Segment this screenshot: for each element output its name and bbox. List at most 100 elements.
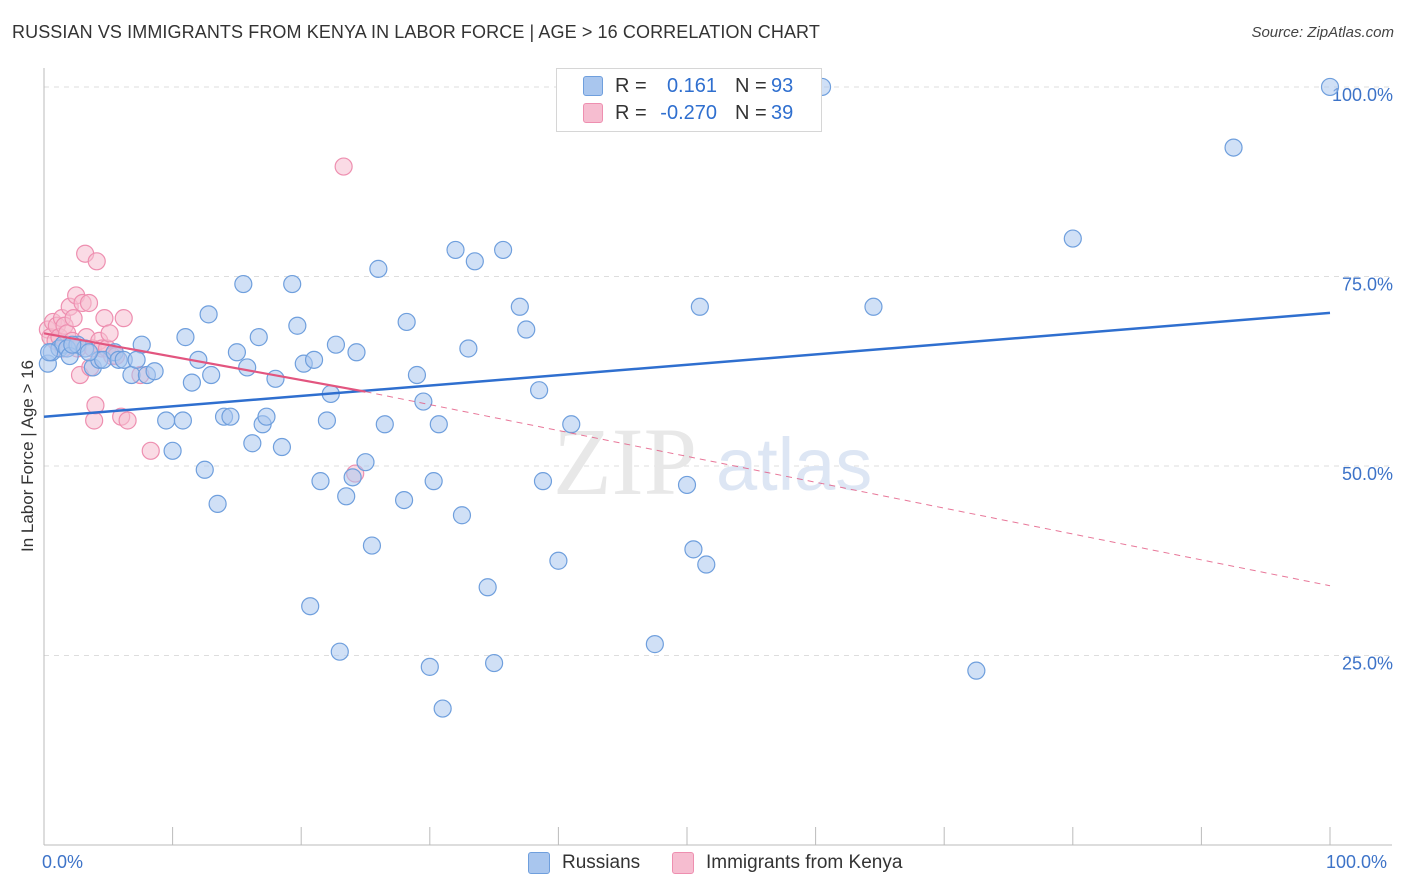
kenya-trend-line-solid [43,332,366,393]
axes [43,68,1392,846]
russian-point [122,365,141,385]
russian-point [967,661,986,680]
trend-lines [43,311,1331,587]
russian-point [362,536,382,555]
y-tick-label: 100.0% [1332,85,1393,105]
watermark: ZIP atlas [553,408,872,515]
kenya-point [95,309,114,328]
russian-point [697,555,716,574]
russian-point [176,328,195,347]
russian-point [452,506,472,525]
russian-point [157,411,176,430]
russian-point [684,540,703,559]
russian-point [145,362,164,381]
russian-point [433,699,452,718]
russian-point [227,343,246,362]
russian-point [446,240,465,260]
kenya-point [86,396,105,415]
x-tick-label-min: 0.0% [42,852,84,872]
kenya-point [87,252,106,271]
russian-point [63,335,82,354]
russian-point [311,472,330,491]
russian-point [1320,77,1340,97]
russian-point [414,392,433,411]
russian-point [317,411,337,430]
watermark-atlas: atlas [716,423,872,506]
kenya-point [100,324,119,343]
russian-point [530,381,549,400]
legend-r-label: R = [615,74,647,97]
russian-point [304,350,324,369]
russian-point [429,415,448,434]
russian-point [375,415,394,434]
russian-point [1063,229,1082,248]
kenya-point [114,309,133,328]
legend-swatch-kenya [583,103,603,123]
bottom-legend-label-russians: Russians [562,852,641,873]
y-tick-label: 75.0% [1342,274,1393,294]
legend-row-russians: R = 0.161 N = 93 [583,73,793,99]
bottom-legend-label-kenya: Immigrants from Kenya [706,852,903,873]
kenya-point [334,157,353,176]
legend-r-label: R = [615,101,647,124]
kenya-point [118,411,137,430]
russian-point [343,468,362,487]
russian-point [397,312,416,332]
russian-point [238,358,257,377]
y-tick-labels: 25.0% 50.0% 75.0% 100.0% [1332,85,1393,674]
russian-point [266,369,285,388]
bottom-legend-swatch-kenya [672,852,694,874]
russian-point [79,343,99,362]
russian-point [356,453,375,472]
legend-n-label: N = [735,74,767,97]
legend-swatch-russians [583,76,603,96]
legend-n-value: 93 [771,74,794,97]
x-tick-label-max: 100.0% [1326,852,1388,872]
russian-point [337,487,356,506]
russian-point [510,297,529,316]
russian-point [243,434,262,453]
gridlines [44,86,1392,656]
russian-point [257,407,276,426]
russian-point [195,460,214,479]
russian-point [369,259,388,278]
russian-point [163,441,182,460]
russian-point [283,274,302,294]
russian-point [533,472,553,491]
y-tick-label: 50.0% [1342,464,1393,484]
russian-point [301,597,320,616]
legend-r-value: -0.270 [660,101,717,124]
russian-point [330,642,349,661]
russian-point [485,653,504,673]
kenya-point [141,441,160,460]
russian-point [864,297,883,316]
bottom-legend-russians: Russians [528,852,640,874]
russian-points [38,77,1340,718]
russian-point [562,415,581,434]
source-label: Source: ZipAtlas.com [1251,24,1394,41]
russians-trend-line [43,311,1331,418]
chart-title: RUSSIAN VS IMMIGRANTS FROM KENYA IN LABO… [12,22,820,42]
russian-point [645,635,664,654]
kenya-point [85,411,104,430]
russian-point [1224,138,1243,157]
russian-point [690,297,709,316]
russian-point [208,494,227,513]
russian-point [549,551,568,570]
russian-point [407,365,427,385]
correlation-legend: R = 0.161 N = 93 R = -0.270 N = 39 [556,68,822,132]
russian-point [249,328,268,347]
bottom-legend-swatch-russians [528,852,550,874]
russian-point [420,657,439,676]
russian-point [221,407,240,426]
russian-point [465,252,484,271]
kenya-trend-line-dashed [365,391,1331,587]
bottom-legend-kenya: Immigrants from Kenya [672,852,902,874]
russian-point [234,274,253,294]
kenya-point [79,293,99,313]
legend-n-label: N = [735,101,767,124]
russian-point [326,335,346,354]
legend-n-value: 39 [771,101,794,124]
russian-point [127,350,146,369]
